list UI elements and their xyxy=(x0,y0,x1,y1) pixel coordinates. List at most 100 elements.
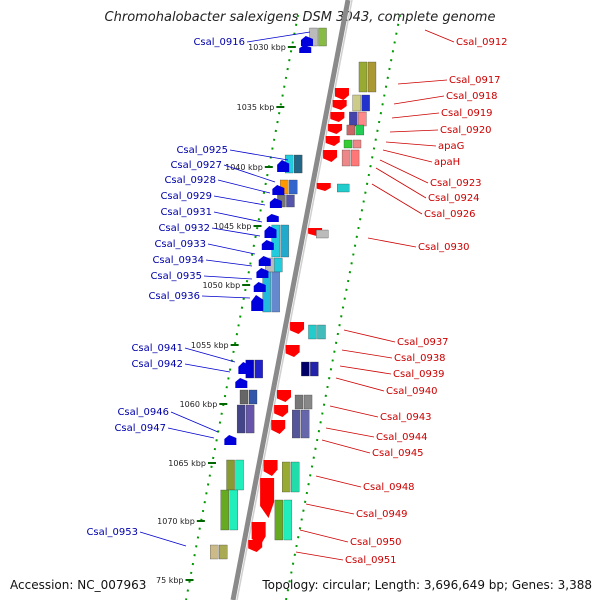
leader-line xyxy=(343,329,396,343)
gene-block xyxy=(274,499,284,541)
forward-gene-arrow xyxy=(264,226,277,238)
right-gene-label: Csal_0926 xyxy=(424,209,476,220)
left-gene-label: Csal_0942 xyxy=(131,359,183,370)
gene-block xyxy=(303,394,313,410)
kbp-label: 1040 kbp xyxy=(225,163,263,172)
leader-line xyxy=(213,195,266,206)
leader-line xyxy=(246,31,311,43)
reverse-gene-arrow xyxy=(323,150,338,162)
accession-text: Accession: NC_007963 xyxy=(10,578,147,592)
forward-gene-arrow xyxy=(300,36,313,46)
forward-gene-arrow xyxy=(235,378,248,388)
gene-block xyxy=(271,224,280,258)
leader-line xyxy=(207,243,256,255)
right-gene-label: Csal_0918 xyxy=(446,91,498,102)
left-gene-label: Csal_0941 xyxy=(131,343,183,354)
left-gene-label: Csal_0931 xyxy=(160,207,212,218)
right-gene-label: Csal_0950 xyxy=(350,537,402,548)
forward-strand-features xyxy=(210,27,327,560)
reverse-gene-arrow xyxy=(248,540,263,552)
gene-block xyxy=(210,544,219,560)
reverse-gene-arrow xyxy=(271,420,286,434)
leader-line xyxy=(217,179,271,194)
reverse-gene-arrow xyxy=(290,322,305,334)
gene-block xyxy=(343,139,353,149)
forward-gene-arrow xyxy=(261,240,274,250)
left-gene-label: Csal_0946 xyxy=(117,407,169,418)
gene-block xyxy=(274,257,283,273)
leader-line xyxy=(184,363,231,373)
forward-gene-arrow xyxy=(253,282,266,292)
right-gene-label: Csal_0923 xyxy=(430,178,482,189)
leader-line xyxy=(329,405,379,418)
leader-line xyxy=(211,227,261,237)
leader-line xyxy=(315,475,362,488)
right-gene-labels: Csal_0912 Csal_0917 Csal_0918 Csal_0919 Csal… xyxy=(295,29,508,566)
left-gene-label: Csal_0935 xyxy=(150,271,202,282)
leader-line xyxy=(295,551,344,561)
right-gene-label: Csal_0951 xyxy=(345,555,397,566)
kbp-label: 1070 kbp xyxy=(157,517,195,526)
right-gene-label: Csal_0945 xyxy=(372,448,424,459)
kbp-label: 75 kbp xyxy=(156,576,184,585)
kbp-label: 1035 kbp xyxy=(237,103,275,112)
leader-line xyxy=(299,529,349,543)
kbp-label: 1065 kbp xyxy=(168,459,206,468)
gene-block xyxy=(301,409,310,439)
kbp-label: 1045 kbp xyxy=(214,222,252,231)
gene-block xyxy=(293,154,303,174)
forward-gene-arrow xyxy=(258,256,271,266)
leader-line xyxy=(170,411,219,433)
reverse-gene-arrow xyxy=(260,478,275,518)
gene-block xyxy=(289,179,298,195)
gene-block xyxy=(271,271,280,313)
left-gene-label: Csal_0927 xyxy=(170,160,222,171)
leader-line xyxy=(379,159,429,184)
gene-block xyxy=(220,489,229,531)
right-gene-label: Csal_0919 xyxy=(441,108,493,119)
gene-block xyxy=(254,359,263,379)
reverse-gene-arrow xyxy=(325,136,340,146)
gene-block xyxy=(301,361,310,377)
leader-line xyxy=(203,275,253,280)
gene-block xyxy=(346,124,356,136)
leader-line xyxy=(167,427,215,439)
leader-line xyxy=(223,164,276,183)
leader-line xyxy=(213,211,263,223)
right-gene-label: Csal_0943 xyxy=(380,412,432,423)
forward-gene-arrow xyxy=(251,295,264,311)
gene-block xyxy=(286,194,295,208)
reverse-gene-arrow xyxy=(274,405,289,417)
gene-block xyxy=(318,27,327,47)
gene-block xyxy=(349,111,358,127)
reverse-gene-arrow xyxy=(328,124,343,134)
right-gene-label: apaG xyxy=(438,141,464,152)
reverse-strand-features xyxy=(248,61,377,552)
gene-block xyxy=(337,183,350,193)
gene-block xyxy=(245,404,255,434)
leader-line xyxy=(424,29,455,43)
left-gene-label: Csal_0947 xyxy=(114,423,166,434)
reverse-gene-arrow xyxy=(263,460,278,476)
right-gene-label: Csal_0940 xyxy=(386,386,438,397)
leader-line xyxy=(335,377,385,392)
gene-block xyxy=(367,61,377,93)
left-gene-label: Csal_0934 xyxy=(152,255,204,266)
right-gene-label: Csal_0912 xyxy=(456,37,508,48)
leader-line xyxy=(201,295,251,299)
kbp-label: 1060 kbp xyxy=(180,400,218,409)
right-gene-label: Csal_0930 xyxy=(418,242,470,253)
left-gene-label: Csal_0925 xyxy=(176,145,228,156)
gene-block xyxy=(309,27,318,47)
reverse-gene-arrow xyxy=(285,345,300,357)
right-gene-label: apaH xyxy=(434,157,460,168)
topology-text: Topology: circular; Length: 3,696,649 bp… xyxy=(262,578,592,592)
forward-gene-arrow xyxy=(277,160,290,172)
left-gene-label: Csal_0933 xyxy=(154,239,206,250)
gene-block xyxy=(226,459,235,491)
forward-gene-arrow xyxy=(272,185,285,195)
gene-block xyxy=(358,61,368,93)
left-gene-labels: Csal_0916 Csal_0925 Csal_0927 Csal_0928 Csal… xyxy=(86,31,311,547)
gene-block xyxy=(283,499,293,541)
